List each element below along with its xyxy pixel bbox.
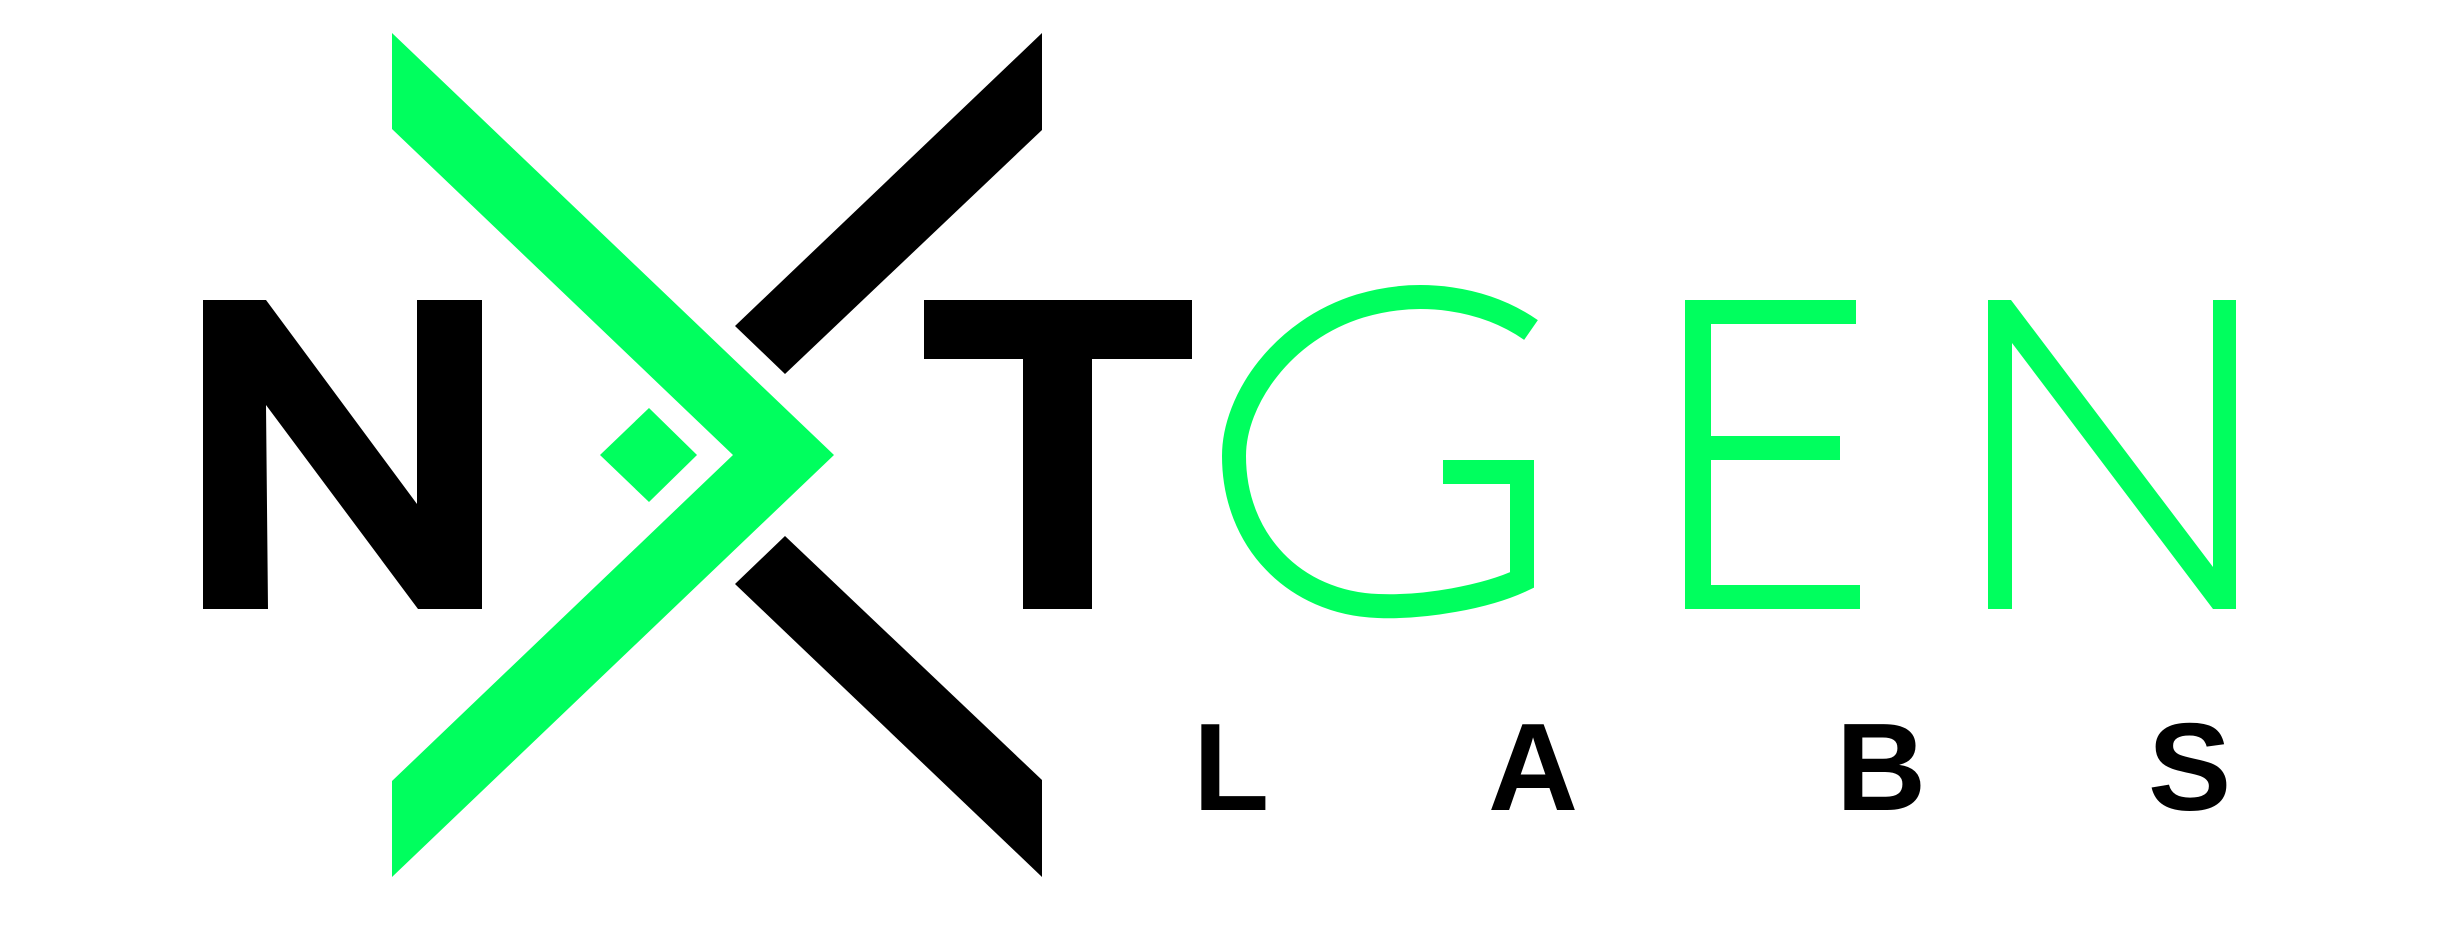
x-black-lower-arm [735,536,1042,877]
letter-n-mark [203,300,482,609]
letter-n-shape [203,300,482,609]
labs-letter-b: B [1836,698,1926,837]
gen-word: G E N [1221,285,2236,619]
x-black-upper-arm [735,33,1042,374]
letter-t-shape [924,300,1192,609]
x-green-diamond [600,408,697,502]
labs-letter-l: L [1193,698,1269,837]
labs-word: L A B S [1193,698,2231,837]
letter-e-shape [1685,300,1860,609]
x-mark [392,33,1042,877]
x-green-chevron [392,33,834,877]
letter-n-green-shape [1988,300,2236,609]
labs-letter-s: S [2148,698,2231,837]
letter-g-shape [1221,285,1538,619]
letter-t-mark [924,300,1192,609]
labs-letter-a: A [1488,698,1578,837]
